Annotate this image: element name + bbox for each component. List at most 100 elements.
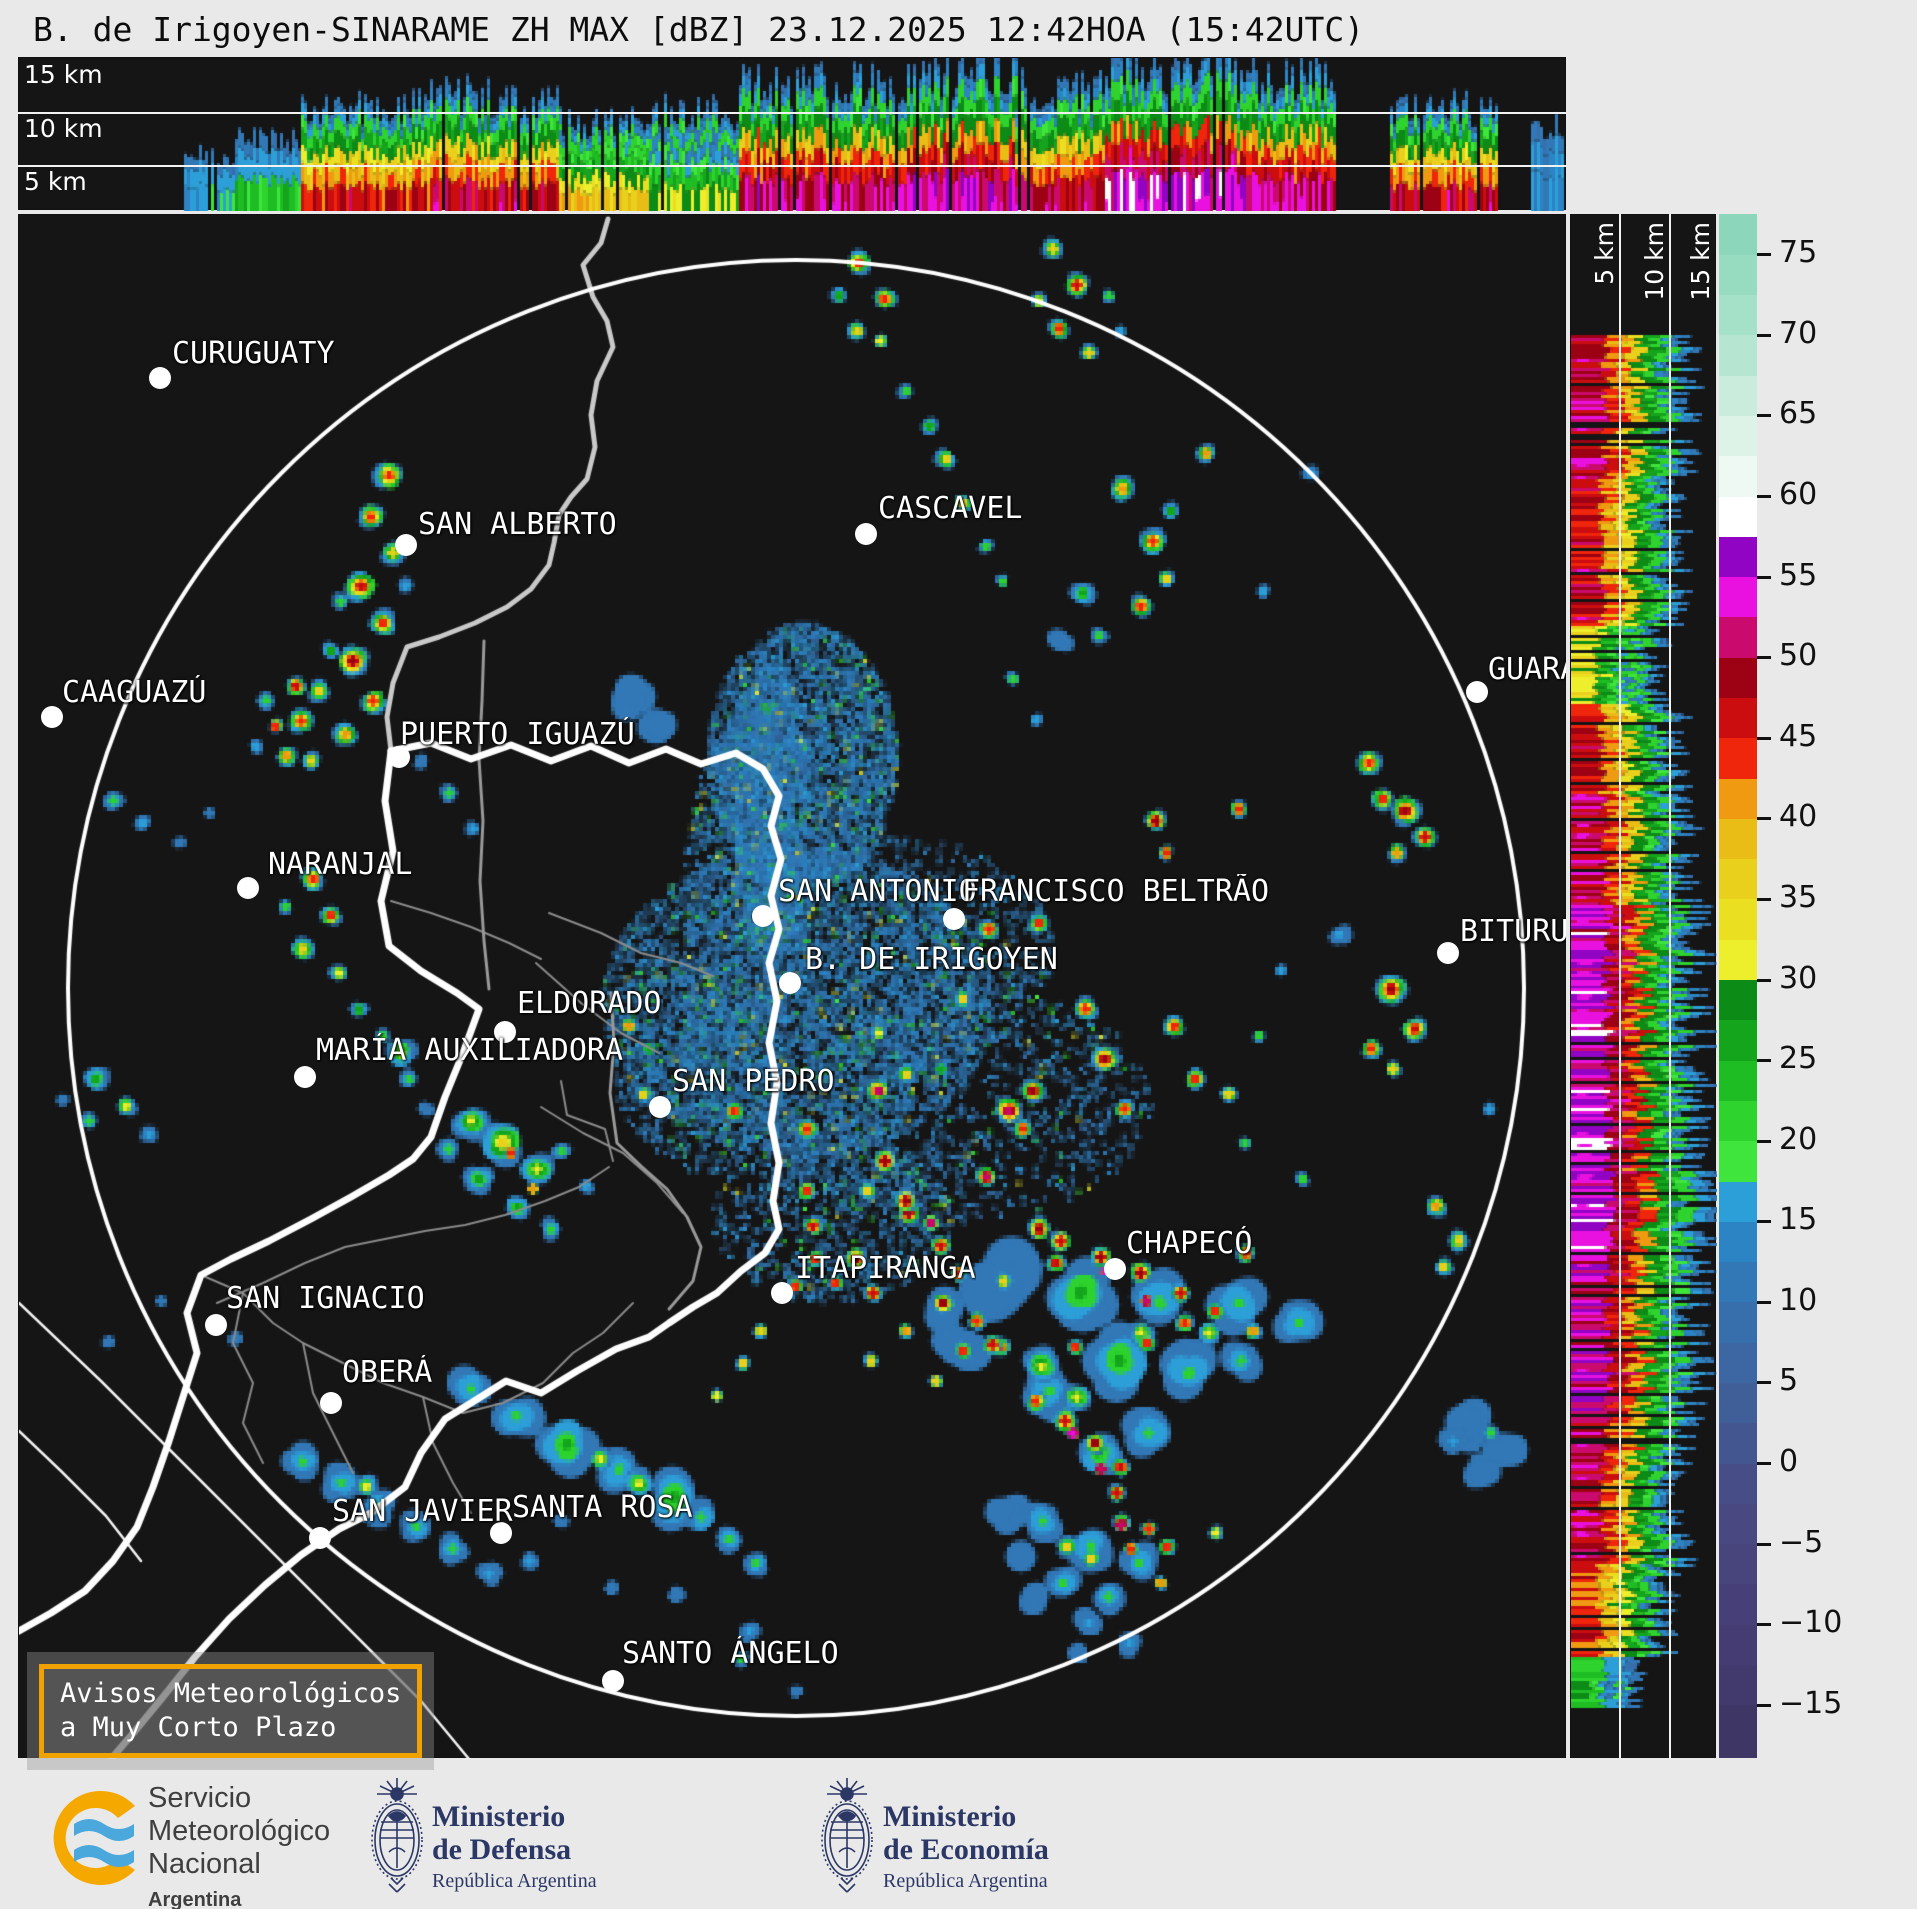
city-dot: [320, 1392, 342, 1414]
colorbar-segment: [1719, 778, 1757, 819]
city-label: B. DE IRIGOYEN: [805, 942, 1058, 977]
colorbar-tick: [1757, 1462, 1771, 1466]
city-dot: [149, 367, 171, 389]
colorbar-segment: [1719, 1261, 1757, 1303]
city-label: CURUGUATY: [172, 336, 335, 371]
height-axis-label: 10 km: [1640, 222, 1669, 301]
top-cross-section-canvas: [19, 58, 1567, 211]
warning-line2: a Muy Corto Plazo: [60, 1712, 337, 1743]
city-dot: [309, 1527, 331, 1549]
city-label: MARÍA AUXILIADORA: [316, 1033, 624, 1068]
colorbar-tick-label: 45: [1779, 718, 1818, 754]
city-dot: [602, 1670, 624, 1692]
height-gridline: [18, 112, 1566, 114]
city-label: SAN JAVIER: [332, 1494, 513, 1529]
colorbar: [1719, 214, 1757, 1758]
height-gridline: [18, 165, 1566, 167]
city-label: ITAPIRANGA: [795, 1251, 976, 1286]
colorbar-segment: [1719, 737, 1757, 779]
colorbar-tick: [1757, 1300, 1771, 1304]
city-dot: [395, 534, 417, 556]
city-label: OBERÁ: [342, 1355, 433, 1390]
colorbar-segment: [1719, 1583, 1757, 1625]
colorbar-tick-label: 15: [1779, 1202, 1818, 1238]
smn-wordmark: Servicio Meteorológico Nacional Argentin…: [148, 1782, 331, 1909]
colorbar-tick: [1757, 1542, 1771, 1546]
colorbar-tick-label: 55: [1779, 557, 1818, 593]
colorbar-tick-label: 20: [1779, 1121, 1818, 1157]
colorbar-segment: [1719, 1382, 1757, 1424]
colorbar-tick-label: 65: [1779, 396, 1818, 432]
top-cross-section-panel: [18, 57, 1567, 211]
warning-banner[interactable]: Avisos Meteorológicos a Muy Corto Plazo: [27, 1652, 435, 1770]
colorbar-tick-label: 70: [1779, 315, 1818, 351]
colorbar-segment: [1719, 697, 1757, 739]
right-cross-section-canvas: [1571, 215, 1717, 1759]
city-label: GUARA: [1488, 652, 1566, 687]
colorbar-segment: [1719, 898, 1757, 940]
city-dot: [205, 1314, 227, 1336]
colorbar-tick: [1757, 978, 1771, 982]
colorbar-segment: [1719, 1463, 1757, 1504]
city-label: BITURUN: [1460, 914, 1566, 949]
colorbar-tick: [1757, 253, 1771, 257]
city-label: SAN ALBERTO: [418, 507, 617, 542]
city-label: SAN IGNACIO: [226, 1281, 425, 1316]
city-dot: [943, 908, 965, 930]
colorbar-segment: [1719, 1221, 1757, 1263]
city-label: SANTO ÁNGELO: [622, 1636, 839, 1671]
city-label: CAAGUAZÚ: [62, 675, 207, 710]
colorbar-tick: [1757, 1703, 1771, 1707]
colorbar-tick-label: 25: [1779, 1041, 1818, 1077]
colorbar-segment: [1719, 1422, 1757, 1464]
colorbar-segment: [1719, 1181, 1757, 1222]
colorbar-segment: [1719, 1140, 1757, 1182]
colorbar-tick-label: 30: [1779, 960, 1818, 996]
colorbar-tick: [1757, 333, 1771, 337]
city-dot: [494, 1021, 516, 1043]
colorbar-tick-label: 35: [1779, 879, 1818, 915]
colorbar-segment: [1719, 1342, 1757, 1383]
colorbar-tick-label: 50: [1779, 638, 1818, 674]
city-label: PUERTO IGUAZÚ: [400, 717, 635, 752]
city-dot: [649, 1096, 671, 1118]
city-label: SAN PEDRO: [672, 1064, 835, 1099]
colorbar-segment: [1719, 254, 1757, 296]
warning-line1: Avisos Meteorológicos: [60, 1678, 402, 1709]
colorbar-tick-label: 5: [1779, 1363, 1799, 1399]
right-cross-section-panel: [1570, 214, 1717, 1759]
colorbar-tick: [1757, 575, 1771, 579]
argentina-coat-of-arms-icon: [371, 1778, 423, 1893]
colorbar-segment: [1719, 1624, 1757, 1665]
colorbar-tick: [1757, 656, 1771, 660]
colorbar-tick: [1757, 495, 1771, 499]
colorbar-segment: [1719, 1301, 1757, 1343]
height-gridline: [1669, 214, 1671, 1758]
height-axis-label: 5 km: [24, 167, 87, 196]
city-label: FRANCISCO BELTRÃO: [962, 874, 1270, 909]
colorbar-segment: [1719, 496, 1757, 537]
colorbar-tick: [1757, 1381, 1771, 1385]
city-dot: [1466, 681, 1488, 703]
colorbar-segment: [1719, 1019, 1757, 1061]
colorbar-segment: [1719, 858, 1757, 900]
city-label: SANTA ROSA: [512, 1490, 693, 1525]
colorbar-segment: [1719, 375, 1757, 416]
colorbar-tick: [1757, 736, 1771, 740]
ministerio-defensa-wordmark: Ministerio de Defensa República Argentin…: [432, 1800, 597, 1892]
colorbar-tick: [1757, 1059, 1771, 1063]
city-label: NARANJAL: [268, 847, 413, 882]
colorbar-tick-label: 40: [1779, 799, 1818, 835]
colorbar-tick-label: −15: [1779, 1685, 1843, 1721]
colorbar-tick-label: 10: [1779, 1282, 1818, 1318]
colorbar-tick-label: 0: [1779, 1444, 1799, 1480]
colorbar-segment: [1719, 657, 1757, 698]
colorbar-segment: [1719, 1543, 1757, 1585]
colorbar-segment: [1719, 415, 1757, 457]
height-axis-label: 10 km: [24, 114, 103, 143]
city-dot: [1437, 942, 1459, 964]
smn-logo-icon: [53, 1791, 135, 1885]
city-label: SAN ANTONIO: [778, 874, 977, 909]
argentina-coat-of-arms-icon: [821, 1778, 873, 1893]
